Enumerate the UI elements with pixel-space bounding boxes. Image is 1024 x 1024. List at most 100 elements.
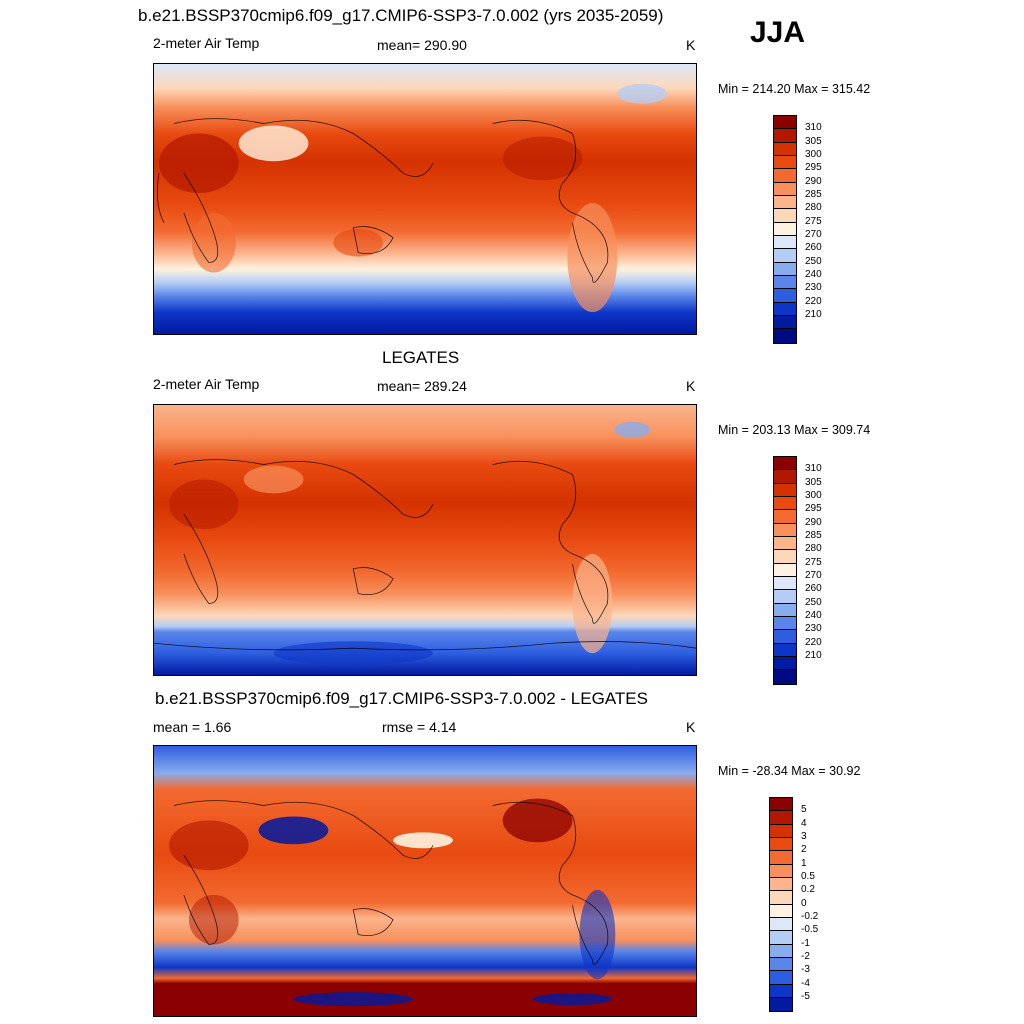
colorbar-swatch (770, 811, 792, 825)
panel2-units: K (686, 378, 696, 394)
colorbar-swatch (770, 984, 792, 998)
colorbar-swatch (774, 603, 796, 617)
colorbar-swatch (770, 997, 792, 1012)
colorbar-label: 260 (805, 583, 822, 595)
panel3-minmax: Min = -28.34 Max = 30.92 (718, 764, 861, 778)
colorbar-label: 240 (805, 609, 822, 621)
colorbar-swatch (770, 837, 792, 852)
colorbar-swatch (770, 957, 792, 972)
colorbar-swatch (770, 824, 792, 838)
colorbar-label: 5 (801, 804, 807, 816)
colorbar-label: 295 (805, 503, 822, 515)
colorbar-label: -0.2 (801, 910, 819, 922)
colorbar-label: 280 (805, 202, 822, 214)
colorbar-label: 250 (805, 255, 822, 267)
colorbar-label: 310 (805, 122, 822, 134)
colorbar-swatch (774, 116, 796, 130)
colorbar-label: 270 (805, 228, 822, 240)
colorbar-swatch (774, 483, 796, 497)
colorbar-label: 290 (805, 516, 822, 528)
panel2-minmax: Min = 203.13 Max = 309.74 (718, 423, 871, 437)
colorbar-swatch (774, 576, 796, 591)
colorbar-label: 300 (805, 148, 822, 160)
colorbar-label: 300 (805, 489, 822, 501)
colorbar-label: 0.5 (801, 870, 815, 882)
panel1-map (153, 63, 697, 335)
colorbar-swatch (774, 590, 796, 604)
colorbar-label: 290 (805, 175, 822, 187)
colorbar-label: 270 (805, 569, 822, 581)
colorbar-swatch (774, 262, 796, 276)
colorbar-swatch (770, 944, 792, 958)
colorbar-label: 295 (805, 162, 822, 174)
colorbar-swatch (774, 182, 796, 196)
colorbar-label: 305 (805, 135, 822, 147)
season-label: JJA (750, 16, 806, 49)
colorbar-swatch (774, 195, 796, 210)
colorbar-swatch (770, 904, 792, 918)
colorbar-swatch (774, 457, 796, 471)
colorbar-swatch (770, 931, 792, 945)
panel1-units: K (686, 37, 696, 53)
colorbar-label: -1 (801, 937, 810, 949)
panel3-units: K (686, 719, 696, 735)
colorbar-swatch (770, 877, 792, 892)
colorbar-swatch (774, 496, 796, 511)
colorbar-label: 305 (805, 476, 822, 488)
colorbar-swatch (770, 971, 792, 985)
colorbar-label: 3 (801, 830, 807, 842)
colorbar-label: 220 (805, 636, 822, 648)
colorbar-label: 310 (805, 463, 822, 475)
panel3-title: b.e21.BSSP370cmip6.f09_g17.CMIP6-SSP3-7.… (155, 689, 648, 708)
panel1-colorbar (773, 115, 797, 344)
colorbar-swatch (774, 142, 796, 156)
colorbar-label: 285 (805, 188, 822, 200)
colorbar-swatch (770, 864, 792, 878)
colorbar-swatch (770, 851, 792, 865)
panel2-colorbar (773, 456, 797, 685)
colorbar-label: 250 (805, 596, 822, 608)
colorbar-label: 0.2 (801, 884, 815, 896)
panel1-minmax: Min = 214.20 Max = 315.42 (718, 82, 871, 96)
colorbar-swatch (774, 315, 796, 330)
colorbar-label: 230 (805, 282, 822, 294)
colorbar-label: 0 (801, 897, 807, 909)
colorbar-label: 285 (805, 529, 822, 541)
colorbar-swatch (774, 510, 796, 524)
colorbar-label: 2 (801, 844, 807, 856)
colorbar-label: 260 (805, 242, 822, 254)
colorbar-label: 220 (805, 295, 822, 307)
colorbar-swatch (774, 563, 796, 577)
colorbar-label: -0.5 (801, 924, 819, 936)
colorbar-swatch (774, 169, 796, 183)
panel1-variable: 2-meter Air Temp (153, 35, 260, 51)
colorbar-swatch (774, 275, 796, 290)
colorbar-label: -5 (801, 990, 810, 1002)
colorbar-swatch (774, 670, 796, 684)
colorbar-swatch (774, 329, 796, 343)
colorbar-swatch (774, 536, 796, 551)
colorbar-swatch (774, 523, 796, 537)
panel2-variable: 2-meter Air Temp (153, 376, 260, 392)
panel2-title: LEGATES (382, 348, 460, 367)
colorbar-label: 1 (801, 857, 807, 869)
colorbar-label: 280 (805, 543, 822, 555)
colorbar-swatch (774, 155, 796, 170)
colorbar-swatch (774, 470, 796, 484)
colorbar-label: 4 (801, 817, 807, 829)
colorbar-swatch (774, 616, 796, 631)
colorbar-label: -4 (801, 977, 810, 989)
panel1-mean: mean= 290.90 (377, 37, 467, 53)
colorbar-label: -2 (801, 950, 810, 962)
panel3-colorbar (769, 797, 793, 1013)
colorbar-swatch (774, 209, 796, 223)
colorbar-swatch (774, 249, 796, 263)
colorbar-label: 210 (805, 308, 822, 320)
colorbar-swatch (774, 129, 796, 143)
colorbar-swatch (770, 917, 792, 932)
panel1-title: b.e21.BSSP370cmip6.f09_g17.CMIP6-SSP3-7.… (138, 6, 664, 25)
colorbar-label: 240 (805, 268, 822, 280)
colorbar-swatch (774, 235, 796, 250)
colorbar-label: 230 (805, 623, 822, 635)
colorbar-swatch (774, 643, 796, 657)
